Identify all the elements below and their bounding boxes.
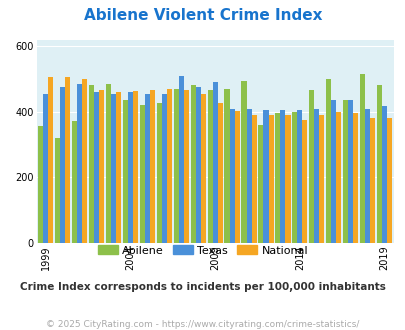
Bar: [156, 103, 162, 243]
Bar: [212, 82, 217, 243]
Text: Crime Index corresponds to incidents per 100,000 inhabitants: Crime Index corresponds to incidents per…: [20, 282, 385, 292]
Bar: [190, 85, 195, 243]
Bar: [173, 89, 178, 243]
Bar: [296, 110, 302, 243]
Bar: [224, 89, 229, 243]
Bar: [302, 120, 307, 243]
Bar: [308, 90, 313, 243]
Bar: [43, 94, 48, 243]
Bar: [123, 100, 128, 243]
Bar: [376, 85, 381, 243]
Bar: [48, 77, 53, 243]
Bar: [381, 106, 386, 243]
Bar: [263, 110, 268, 243]
Bar: [38, 126, 43, 243]
Text: © 2025 CityRating.com - https://www.cityrating.com/crime-statistics/: © 2025 CityRating.com - https://www.city…: [46, 320, 359, 329]
Bar: [342, 100, 347, 243]
Bar: [145, 94, 149, 243]
Bar: [217, 103, 222, 243]
Bar: [386, 118, 391, 243]
Bar: [352, 113, 357, 243]
Bar: [60, 87, 65, 243]
Bar: [183, 90, 188, 243]
Bar: [275, 113, 280, 243]
Bar: [72, 121, 77, 243]
Bar: [251, 115, 256, 243]
Bar: [207, 90, 212, 243]
Bar: [128, 92, 133, 243]
Bar: [258, 125, 263, 243]
Bar: [369, 118, 374, 243]
Bar: [111, 94, 116, 243]
Bar: [99, 90, 104, 243]
Bar: [77, 84, 82, 243]
Bar: [195, 87, 200, 243]
Bar: [178, 76, 183, 243]
Bar: [335, 112, 341, 243]
Bar: [234, 111, 239, 243]
Bar: [65, 77, 70, 243]
Bar: [200, 94, 205, 243]
Bar: [241, 81, 246, 243]
Bar: [149, 90, 155, 243]
Bar: [285, 115, 290, 243]
Bar: [106, 84, 111, 243]
Bar: [166, 89, 172, 243]
Bar: [94, 92, 99, 243]
Bar: [280, 110, 285, 243]
Bar: [139, 105, 145, 243]
Bar: [364, 109, 369, 243]
Bar: [82, 79, 87, 243]
Bar: [268, 115, 273, 243]
Bar: [325, 79, 330, 243]
Bar: [162, 94, 166, 243]
Bar: [359, 74, 364, 243]
Legend: Abilene, Texas, National: Abilene, Texas, National: [93, 241, 312, 260]
Text: Abilene Violent Crime Index: Abilene Violent Crime Index: [83, 8, 322, 23]
Bar: [133, 91, 138, 243]
Bar: [292, 112, 296, 243]
Bar: [246, 109, 251, 243]
Bar: [89, 85, 94, 243]
Bar: [313, 109, 318, 243]
Bar: [116, 92, 121, 243]
Bar: [318, 115, 324, 243]
Bar: [347, 100, 352, 243]
Bar: [55, 138, 60, 243]
Bar: [330, 100, 335, 243]
Bar: [229, 109, 234, 243]
